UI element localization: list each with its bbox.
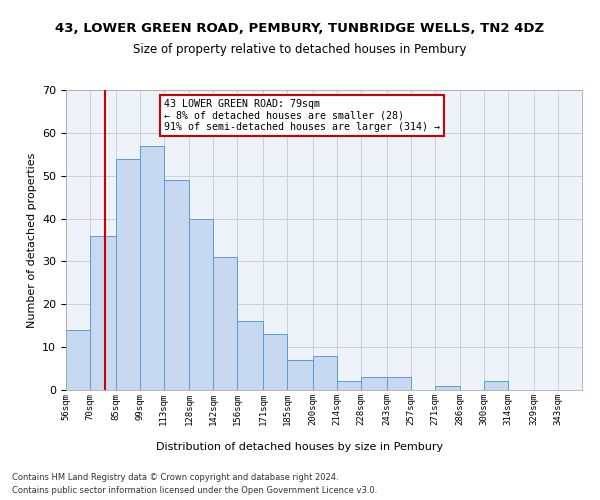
Text: Contains public sector information licensed under the Open Government Licence v3: Contains public sector information licen… <box>12 486 377 495</box>
Bar <box>313 356 337 390</box>
Bar <box>190 218 214 390</box>
Bar <box>238 322 263 390</box>
Bar <box>140 146 164 390</box>
Text: Size of property relative to detached houses in Pembury: Size of property relative to detached ho… <box>133 42 467 56</box>
Bar <box>164 180 190 390</box>
Bar <box>337 382 361 390</box>
Bar <box>116 158 140 390</box>
Text: Distribution of detached houses by size in Pembury: Distribution of detached houses by size … <box>157 442 443 452</box>
Bar <box>386 377 410 390</box>
Bar <box>484 382 508 390</box>
Bar <box>263 334 287 390</box>
Text: 43 LOWER GREEN ROAD: 79sqm
← 8% of detached houses are smaller (28)
91% of semi-: 43 LOWER GREEN ROAD: 79sqm ← 8% of detac… <box>164 99 440 132</box>
Bar <box>287 360 313 390</box>
Y-axis label: Number of detached properties: Number of detached properties <box>26 152 37 328</box>
Bar <box>66 330 90 390</box>
Bar <box>361 377 386 390</box>
Bar <box>90 236 116 390</box>
Text: 43, LOWER GREEN ROAD, PEMBURY, TUNBRIDGE WELLS, TN2 4DZ: 43, LOWER GREEN ROAD, PEMBURY, TUNBRIDGE… <box>55 22 545 36</box>
Text: Contains HM Land Registry data © Crown copyright and database right 2024.: Contains HM Land Registry data © Crown c… <box>12 472 338 482</box>
Bar <box>434 386 460 390</box>
Bar <box>214 257 238 390</box>
